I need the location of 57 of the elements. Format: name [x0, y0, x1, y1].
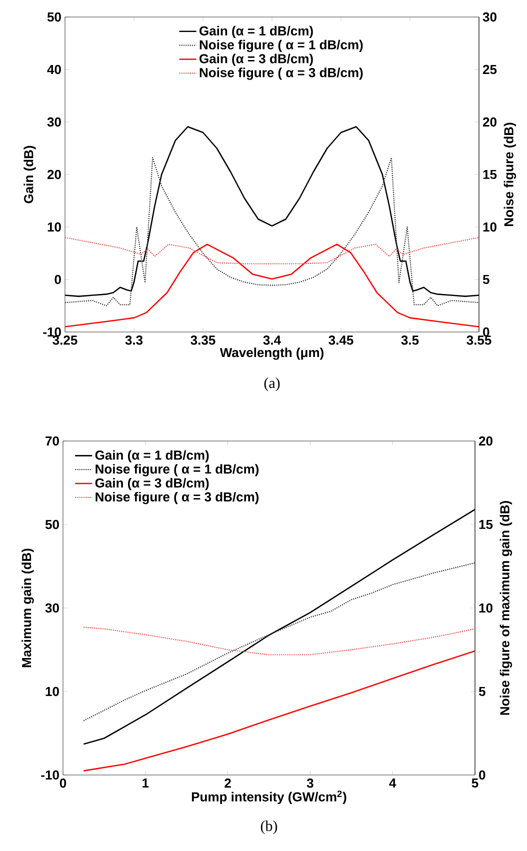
y-axis-title: Gain (dB) — [24, 146, 36, 204]
x-tick-label: 3.5 — [401, 336, 419, 345]
x-tick-label: 5 — [472, 778, 478, 788]
y2-tick-label: 5 — [478, 686, 486, 696]
y2-axis-title: Noise figure (dB) — [504, 122, 516, 226]
y-tick-label: 50 — [45, 520, 59, 530]
legend-label: Gain (α = 3 dB/cm) — [200, 54, 313, 66]
legend-label: Noise figure ( α = 1 dB/cm) — [200, 40, 363, 52]
text: (b) — [260, 820, 278, 834]
y2-tick-label: 20 — [478, 436, 492, 446]
legend-label: Noise figure ( α = 1 dB/cm) — [96, 464, 259, 476]
legend-label: Noise figure ( α = 3 dB/cm) — [200, 68, 363, 80]
y-tick-label: 30 — [45, 603, 59, 613]
legend-label: Gain (α = 1 dB/cm) — [200, 26, 313, 38]
y2-tick-label: 15 — [483, 170, 497, 180]
x-tick-label: 2 — [224, 778, 231, 788]
y-tick-label: 50 — [47, 12, 61, 22]
x-tick-label: 1 — [142, 778, 149, 788]
y-tick-label: 0 — [54, 274, 61, 284]
x-tick-label: 3.55 — [466, 336, 492, 345]
y-tick-label: 40 — [47, 64, 61, 74]
y-tick-label: 20 — [47, 170, 61, 180]
x-tick-label: 4 — [389, 778, 396, 788]
y2-tick-label: 10 — [479, 603, 492, 613]
y-tick-label: 30 — [47, 117, 61, 127]
x-tick-label: 3.4 — [263, 336, 281, 345]
y2-tick-label: 30 — [482, 12, 496, 22]
y2-tick-label: 0 — [479, 770, 486, 780]
line-series — [65, 157, 479, 306]
x-tick-label: 3.35 — [190, 336, 216, 345]
x-axis-title: Pump intensity (GW/cm$^{2}$) — [192, 790, 346, 804]
y2-axis-title: Noise figure of maximum gain (dB) — [500, 501, 512, 715]
y2-tick-label: 25 — [482, 64, 497, 74]
y-tick-label: 10 — [48, 222, 61, 232]
y2-tick-label: 20 — [482, 117, 496, 127]
line-series — [82, 650, 475, 772]
line-series — [83, 626, 475, 656]
y-tick-label: 10 — [46, 686, 59, 696]
x-tick-label: 3 — [306, 778, 314, 788]
line-series — [83, 562, 475, 722]
line-series — [65, 244, 479, 328]
y2-tick-label: 0 — [483, 327, 490, 337]
y-tick-label: 70 — [46, 436, 59, 446]
x-tick-label: 3.3 — [125, 336, 143, 345]
y-axis-title: Maximum gain (dB) — [22, 548, 34, 668]
y-tick-label: -10 — [43, 327, 61, 337]
legend-label: Noise figure ( α = 3 dB/cm) — [96, 492, 259, 504]
legend-label: Gain (α = 3 dB/cm) — [95, 478, 209, 490]
text: (a) — [264, 378, 280, 392]
x-tick-label: 3.45 — [328, 336, 354, 345]
y-tick-label: -10 — [41, 770, 59, 780]
y2-tick-label: 15 — [479, 520, 493, 530]
y2-tick-label: 10 — [483, 222, 496, 232]
y2-tick-label: 5 — [482, 274, 490, 284]
x-axis-title: Wavelength (μm) — [220, 348, 324, 360]
legend-label: Gain (α = 1 dB/cm) — [95, 450, 209, 462]
x-tick-label: 3.25 — [52, 336, 78, 345]
